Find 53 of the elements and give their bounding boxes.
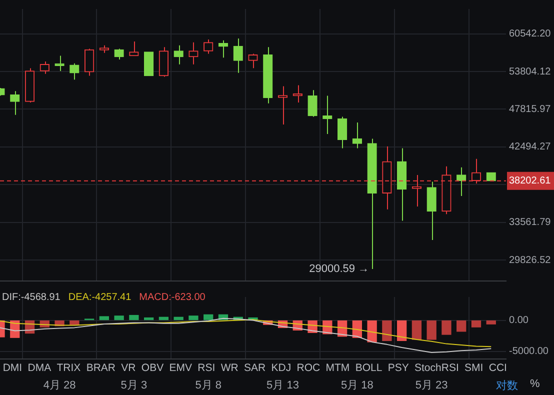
text: SMI <box>464 362 484 375</box>
text: VR <box>121 362 136 375</box>
x-tick-label: 5月 18 <box>340 380 374 392</box>
y-tick-label: 0.00 <box>509 315 529 326</box>
text: DIF:-4568.91 <box>2 292 61 303</box>
x-tick-label: 5月 8 <box>195 380 222 392</box>
text: DMA <box>28 362 52 375</box>
text: BOLL <box>355 362 382 375</box>
text: MTM <box>326 362 350 375</box>
candlestick <box>426 181 436 240</box>
x-tick-label: 5月 23 <box>415 380 448 392</box>
y-tick-label: -5000.00 <box>509 346 549 357</box>
annotation: 29000.59 → <box>309 263 370 276</box>
candlestick <box>174 44 184 65</box>
candlestick <box>352 122 362 149</box>
x-tick-label: 5月 3 <box>120 380 148 392</box>
y-tick-label: 53804.12 <box>509 66 552 78</box>
x-tick-label: 4月 28 <box>43 380 76 392</box>
candlestick <box>456 166 466 197</box>
text: CCI <box>488 362 507 375</box>
text: EMV <box>169 362 192 375</box>
text: OBV <box>141 362 164 375</box>
x-tick-label: 5月 13 <box>266 380 299 392</box>
text: ROC <box>296 362 320 375</box>
text: TRIX <box>56 362 81 375</box>
candlestick <box>337 116 348 149</box>
text: WR <box>220 362 238 375</box>
text: 对数 <box>496 379 518 393</box>
text: DMI <box>2 362 22 375</box>
y-tick-label: 33561.79 <box>509 217 552 228</box>
candlestick <box>158 46 169 78</box>
candlestick <box>10 90 20 116</box>
candlestick <box>188 42 198 65</box>
candlestick <box>84 48 94 76</box>
candlestick <box>278 86 288 126</box>
text: StochRSI <box>414 362 459 375</box>
text: DEA:-4257.41 <box>68 292 132 303</box>
series-label: MACD:-623.00 <box>139 292 206 303</box>
y-tick-label: 60542.20 <box>509 28 552 40</box>
text: % <box>530 378 540 392</box>
candlestick <box>308 90 318 118</box>
text: RSI <box>198 362 216 375</box>
candlestick <box>129 41 139 56</box>
y-tick-label: 29826.52 <box>509 254 552 266</box>
y-tick-label: 47815.97 <box>509 104 552 115</box>
ref-line-label: 38202.61 <box>509 176 552 187</box>
text: BRAR <box>86 362 116 375</box>
candlestick <box>322 95 332 134</box>
candlestick <box>248 53 258 69</box>
text: SAR <box>244 362 266 375</box>
y-tick-label: 42494.27 <box>509 142 552 153</box>
text: PSY <box>388 362 409 375</box>
text: KDJ <box>271 362 292 375</box>
